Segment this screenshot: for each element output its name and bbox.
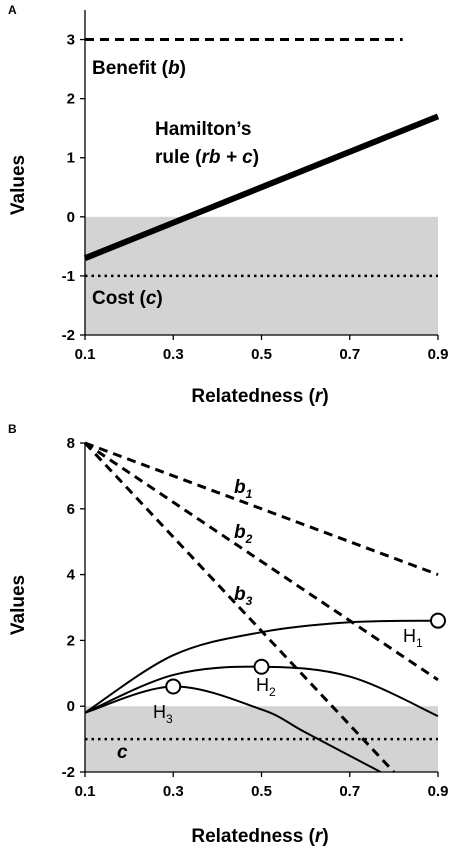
x-tick-label: 0.7 xyxy=(339,783,360,800)
h1-label: H1 xyxy=(403,626,423,650)
x-tick-label: 0.9 xyxy=(428,346,449,363)
y-tick-label: 2 xyxy=(67,632,75,649)
hamilton-curve-3 xyxy=(85,685,382,772)
benefit-annotation: Benefit (b) xyxy=(92,58,186,79)
x-tick-label: 0.3 xyxy=(163,346,184,363)
h3-label: H3 xyxy=(153,702,173,726)
panel-a-x-axis-label: Relatedness (r) xyxy=(191,386,328,407)
panel-b-y-axis-label: Values xyxy=(8,575,29,635)
panel-a-label: A xyxy=(8,3,17,17)
panel-b-label: B xyxy=(8,422,17,436)
panel-b-y-ticks: -2 0 2 4 6 8 xyxy=(62,435,85,781)
x-tick-label: 0.5 xyxy=(251,783,272,800)
h2-label: H2 xyxy=(256,675,276,699)
y-tick-label: 4 xyxy=(67,567,76,584)
panel-b-series xyxy=(83,441,446,774)
b2-label: b2 xyxy=(234,522,253,546)
b1-label: b1 xyxy=(234,477,253,501)
benefit-line-1 xyxy=(84,441,439,577)
panel-a-series xyxy=(83,38,440,278)
panel-b-x-axis-label: Relatedness (r) xyxy=(191,826,328,847)
y-tick-label: 3 xyxy=(67,32,75,49)
hamilton-annotation-line1: Hamilton’s xyxy=(155,119,251,140)
panel-a-y-ticks: -2 -1 0 1 2 3 xyxy=(62,32,85,344)
b3-label: b3 xyxy=(234,584,253,608)
x-tick-label: 0.3 xyxy=(163,783,184,800)
benefit-line-2 xyxy=(84,441,439,682)
x-tick-label: 0.1 xyxy=(75,783,96,800)
x-tick-label: 0.1 xyxy=(75,346,96,363)
c-label: c xyxy=(117,742,128,763)
y-tick-label: -2 xyxy=(62,327,75,344)
y-tick-label: -2 xyxy=(62,764,75,781)
panel-a-y-axis-label: Values xyxy=(8,155,29,215)
y-tick-label: 1 xyxy=(67,150,75,167)
y-tick-label: 2 xyxy=(67,91,75,108)
y-tick-label: 0 xyxy=(67,209,75,226)
hamilton-curve-1 xyxy=(85,619,439,714)
benefit-line-3 xyxy=(83,441,395,774)
hamilton-peak-marker-1 xyxy=(430,612,446,629)
y-tick-label: 0 xyxy=(67,698,75,715)
y-tick-label: -1 xyxy=(62,268,75,285)
x-tick-label: 0.7 xyxy=(339,346,360,363)
hamilton-peak-marker-2 xyxy=(253,658,270,675)
panel-a-x-ticks: 0.1 0.3 0.5 0.7 0.9 xyxy=(75,335,449,363)
cost-annotation: Cost (c) xyxy=(92,288,163,309)
hamilton-annotation-line2: rule (rb + c) xyxy=(155,147,259,168)
hamilton-line xyxy=(83,113,440,261)
hamilton-peak-marker-3 xyxy=(165,678,182,695)
x-tick-label: 0.5 xyxy=(251,346,272,363)
y-tick-label: 6 xyxy=(67,501,75,518)
panel-b-x-ticks: 0.1 0.3 0.5 0.7 0.9 xyxy=(75,772,449,800)
panel-a: A -2 -1 0 1 2 3 0.1 0.3 0.5 0.7 0.9 Benefit (b) H… xyxy=(8,3,448,407)
x-tick-label: 0.9 xyxy=(428,783,449,800)
y-tick-label: 8 xyxy=(67,435,75,452)
